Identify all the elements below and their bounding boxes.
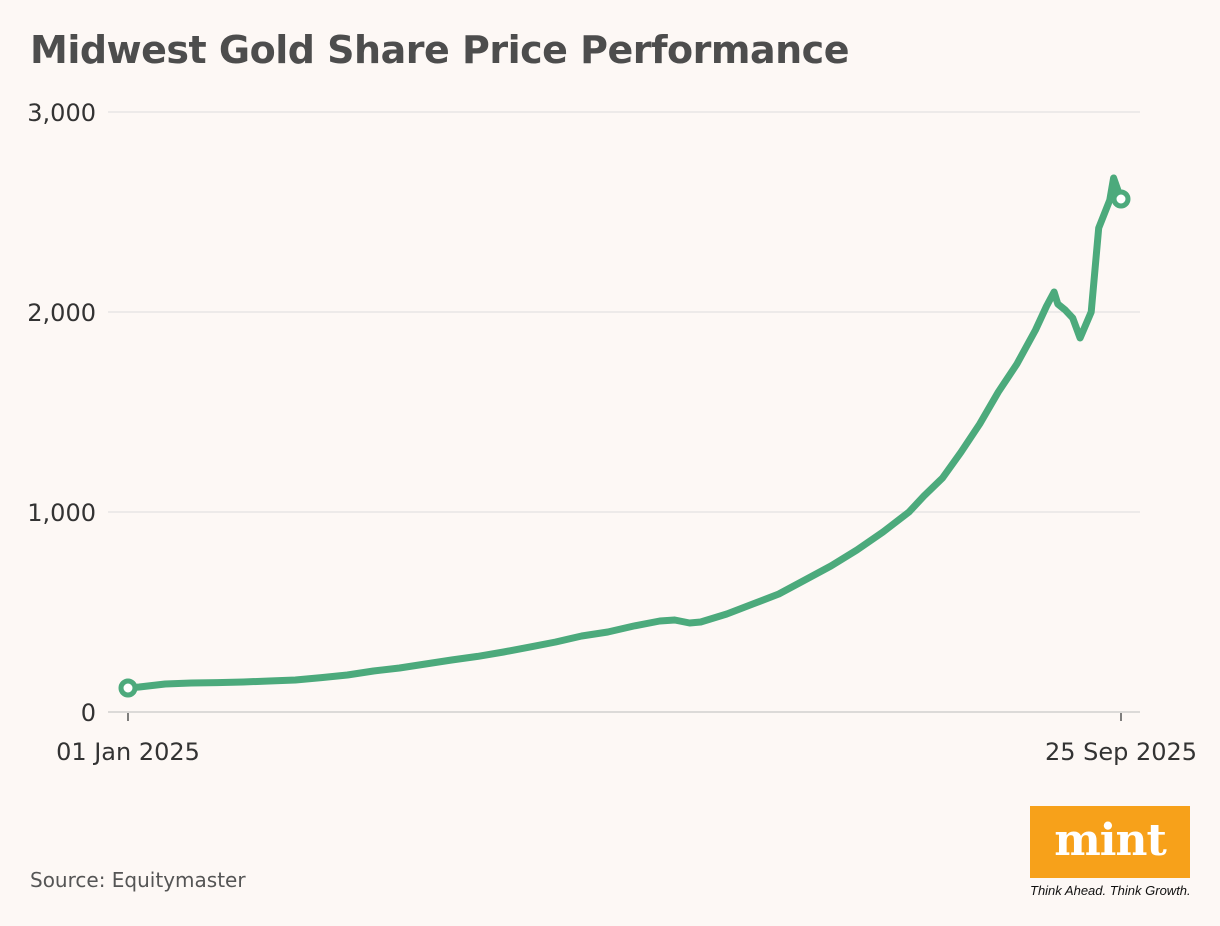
axes: 0 1,000 2,000 3,000 01 Jan 2025 25 Sep 2025: [27, 99, 1197, 766]
x-tick-label: 01 Jan 2025: [56, 738, 200, 766]
series: [118, 174, 1131, 698]
x-tick-label: 25 Sep 2025: [1045, 738, 1197, 766]
endpoint-marker: [1111, 189, 1131, 209]
endpoint-marker: [118, 678, 138, 698]
y-tick-label: 0: [81, 699, 96, 727]
gridlines: [108, 111, 1140, 713]
mint-logo: mint Think Ahead. Think Growth.: [1030, 806, 1191, 898]
source-note: Source: Equitymaster: [30, 868, 246, 892]
chart-title: Midwest Gold Share Price Performance: [30, 28, 849, 72]
y-tick-label: 2,000: [27, 299, 96, 327]
price-line: [124, 174, 1125, 692]
mint-logo-box: mint: [1030, 806, 1190, 878]
mint-logo-word: mint: [1054, 814, 1167, 866]
y-tick-label: 1,000: [27, 499, 96, 527]
y-tick-label: 3,000: [27, 99, 96, 127]
mint-logo-tagline: Think Ahead. Think Growth.: [1030, 883, 1191, 898]
